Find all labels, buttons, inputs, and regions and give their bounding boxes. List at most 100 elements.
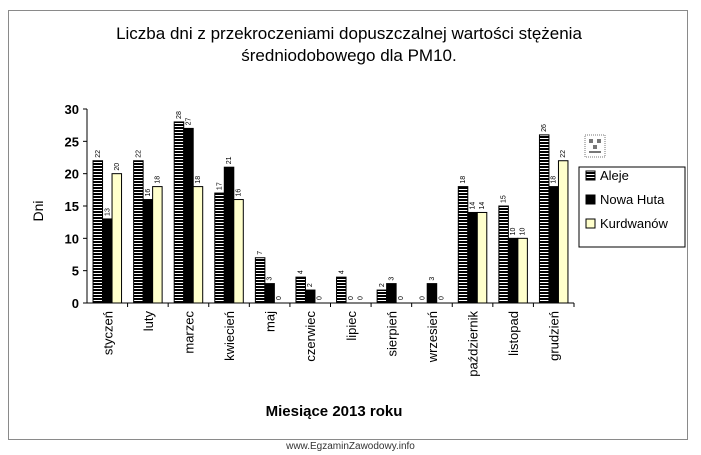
data-label: 3 xyxy=(267,277,274,281)
data-label: 18 xyxy=(460,176,467,184)
x-tick-label: listopad xyxy=(506,311,521,356)
x-tick-label: grudzień xyxy=(547,311,562,361)
data-label: 4 xyxy=(338,270,345,274)
data-label: 21 xyxy=(226,156,233,164)
data-label: 2 xyxy=(379,283,386,287)
chart-frame: Liczba dni z przekroczeniami dopuszczaln… xyxy=(8,10,688,440)
data-label: 2 xyxy=(307,283,314,287)
bar-aleje xyxy=(376,289,388,304)
data-label: 22 xyxy=(95,150,102,158)
x-tick-label: luty xyxy=(141,311,156,332)
info-icon xyxy=(584,134,606,158)
chart-svg: Liczba dni z przekroczeniami dopuszczaln… xyxy=(30,24,686,420)
y-tick-label: 30 xyxy=(65,102,79,117)
bar-kurdwanów xyxy=(233,199,244,304)
data-label: 17 xyxy=(217,182,224,190)
data-label: 26 xyxy=(541,124,548,132)
bar-aleje xyxy=(336,276,347,304)
x-tick-label: sierpień xyxy=(384,311,399,357)
data-label: 27 xyxy=(185,118,192,126)
y-tick-label: 10 xyxy=(65,231,79,246)
bar-nowa-huta xyxy=(386,283,397,304)
bar-nowa-huta xyxy=(548,186,559,304)
bar-nowa-huta xyxy=(507,237,519,304)
watermark: www.EgzaminZawodowy.info xyxy=(286,441,415,452)
data-label: 14 xyxy=(479,202,486,210)
x-tick-label: czerwiec xyxy=(303,311,318,362)
bar-aleje xyxy=(173,121,185,304)
legend-swatch xyxy=(585,170,596,181)
x-tick-label: październik xyxy=(466,311,481,377)
legend-swatch xyxy=(585,218,596,229)
y-tick-label: 5 xyxy=(72,264,79,279)
data-label: 4 xyxy=(298,270,305,274)
bar-aleje xyxy=(214,192,225,304)
data-label: 22 xyxy=(135,150,142,158)
bar-nowa-huta xyxy=(467,211,478,304)
legend-label: Nowa Huta xyxy=(600,192,665,207)
data-label: 15 xyxy=(501,195,508,203)
data-label: 10 xyxy=(510,227,517,235)
legend-swatch xyxy=(585,194,596,205)
bar-kurdwanów xyxy=(111,173,123,304)
bar-nowa-huta xyxy=(183,127,194,304)
data-label: 14 xyxy=(470,202,477,210)
bar-nowa-huta xyxy=(426,283,438,304)
data-label: 0 xyxy=(398,296,405,300)
bar-aleje xyxy=(92,160,104,304)
data-label: 3 xyxy=(429,277,436,281)
bar-aleje xyxy=(133,160,144,304)
bar-nowa-huta xyxy=(142,199,154,304)
bar-kurdwanów xyxy=(517,237,528,304)
x-tick-label: styczeń xyxy=(100,311,115,355)
bar-nowa-huta xyxy=(304,289,316,304)
y-tick-label: 0 xyxy=(72,296,79,311)
bar-nowa-huta xyxy=(223,166,235,304)
bar-aleje xyxy=(498,205,509,304)
x-axis-title: Miesiące 2013 roku xyxy=(266,403,403,420)
data-label: 28 xyxy=(176,111,183,119)
y-tick-label: 15 xyxy=(65,199,79,214)
data-label: 0 xyxy=(438,296,445,300)
chart-title-line1: Liczba dni z przekroczeniami dopuszczaln… xyxy=(116,24,582,43)
y-axis-title: Dni xyxy=(30,200,46,221)
plot-area: 051015202530styczeń221320luty221618marze… xyxy=(65,102,575,377)
bar-kurdwanów xyxy=(557,160,569,304)
bar-aleje xyxy=(254,257,266,304)
bar-kurdwanów xyxy=(192,186,204,304)
bar-aleje xyxy=(295,276,306,304)
data-label: 16 xyxy=(145,189,152,197)
bar-kurdwanów xyxy=(152,186,163,304)
x-tick-label: wrzesień xyxy=(425,311,440,363)
data-label: 18 xyxy=(551,176,558,184)
data-label: 20 xyxy=(114,163,121,171)
legend: Aleje Nowa Huta Kurdwanów xyxy=(578,166,686,248)
data-label: 0 xyxy=(419,296,426,300)
data-label: 18 xyxy=(195,176,202,184)
legend-label: Kurdwanów xyxy=(600,216,669,231)
data-label: 13 xyxy=(104,208,111,216)
chart-title-line2: średniodobowego dla PM10. xyxy=(241,46,456,65)
bar-aleje xyxy=(538,134,550,304)
data-label: 0 xyxy=(317,296,324,300)
x-tick-label: marzec xyxy=(181,311,196,354)
bar-nowa-huta xyxy=(264,283,275,304)
x-tick-label: lipiec xyxy=(344,311,359,341)
data-label: 0 xyxy=(357,296,364,300)
y-tick-label: 25 xyxy=(65,134,79,149)
data-label: 7 xyxy=(257,251,264,255)
data-label: 0 xyxy=(276,296,283,300)
data-label: 16 xyxy=(236,189,243,197)
data-label: 0 xyxy=(348,296,355,300)
legend-label: Aleje xyxy=(600,168,629,183)
x-tick-label: maj xyxy=(263,311,278,332)
y-tick-label: 20 xyxy=(65,167,79,182)
bar-nowa-huta xyxy=(102,218,113,304)
data-label: 18 xyxy=(154,176,161,184)
bar-aleje xyxy=(457,186,469,304)
legend-box xyxy=(578,166,686,248)
bar-kurdwanów xyxy=(476,211,488,304)
data-label: 22 xyxy=(560,150,567,158)
x-tick-label: kwiecień xyxy=(222,311,237,361)
data-label: 10 xyxy=(520,227,527,235)
